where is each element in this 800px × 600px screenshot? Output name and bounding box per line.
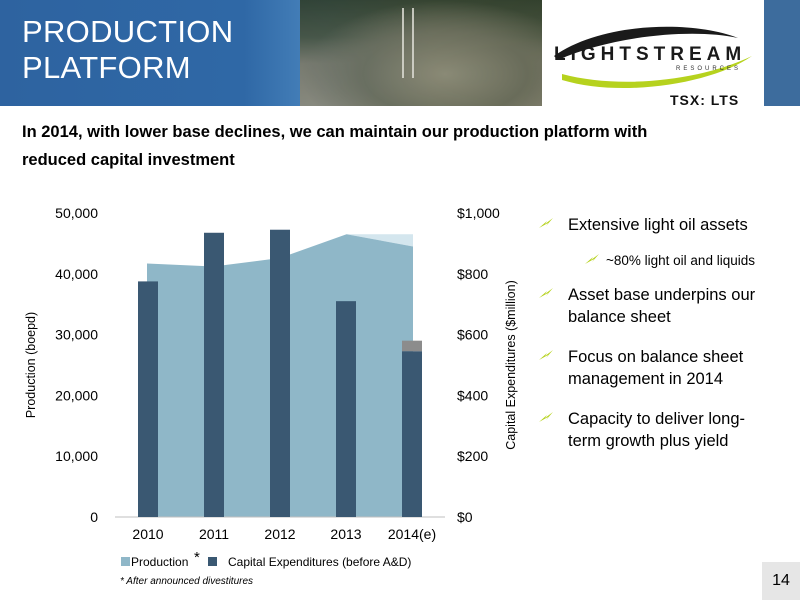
y2-axis-title: Capital Expenditures ($million) bbox=[504, 280, 518, 450]
bullet-text-line: term growth plus yield bbox=[568, 432, 729, 450]
logo-name: LIGHTSTREAM bbox=[554, 44, 747, 65]
capex-bar bbox=[204, 232, 224, 517]
bullet-text: Extensive light oil assets bbox=[568, 214, 788, 236]
y-tick-label: 20,000 bbox=[55, 387, 98, 403]
subtitle-line-2: reduced capital investment bbox=[22, 151, 235, 169]
y2-tick-label: $800 bbox=[457, 266, 488, 282]
lightning-bullet-icon bbox=[539, 288, 553, 298]
bullet-text-line: management in 2014 bbox=[568, 370, 724, 388]
page-title: PRODUCTION PLATFORM bbox=[22, 14, 233, 86]
x-tick-label: 2014(e) bbox=[388, 526, 436, 542]
legend-asterisk: * bbox=[194, 549, 200, 566]
x-tick-label: 2012 bbox=[264, 526, 295, 542]
bullet-item: Focus on balance sheet management in 2014 bbox=[538, 346, 788, 390]
bullet-text: Capacity to deliver long-term growth plu… bbox=[568, 408, 788, 452]
capex-bar bbox=[336, 301, 356, 517]
bullet-item: ~80% light oil and liquids bbox=[584, 250, 788, 272]
y-tick-label: 50,000 bbox=[55, 205, 98, 221]
y2-tick-label: $0 bbox=[457, 509, 473, 525]
capex-bar bbox=[402, 351, 422, 517]
logo-subtitle: RESOURCES bbox=[676, 66, 742, 72]
bullet-text-line: ~80% light oil and liquids bbox=[606, 253, 755, 268]
x-tick-label: 2013 bbox=[330, 526, 361, 542]
bullet-text-line: Capacity to deliver long- bbox=[568, 410, 746, 428]
x-tick-label: 2010 bbox=[132, 526, 163, 542]
lightning-bullet-icon bbox=[539, 350, 553, 360]
production-capex-chart: 50,000 40,000 30,000 20,000 10,000 0 $1,000 $80… bbox=[24, 205, 518, 569]
bullet-text: Asset base underpins our balance sheet bbox=[568, 284, 788, 328]
drilling-rig-image bbox=[402, 8, 414, 78]
x-tick-label: 2011 bbox=[199, 526, 229, 542]
bullet-text: Focus on balance sheet management in 2014 bbox=[568, 346, 788, 390]
bullet-text-line: Extensive light oil assets bbox=[568, 216, 748, 234]
y2-tick-label: $1,000 bbox=[457, 205, 500, 221]
lightning-bullet-icon bbox=[539, 218, 553, 228]
y2-tick-label: $200 bbox=[457, 448, 488, 464]
header: PRODUCTION PLATFORM LIGHTSTREAM RESOURCE… bbox=[0, 0, 800, 108]
capex-bar bbox=[138, 281, 158, 517]
bullet-text-line: Focus on balance sheet bbox=[568, 348, 744, 366]
legend-swatch-capex bbox=[208, 557, 217, 566]
subtitle-line-1: In 2014, with lower base declines, we ca… bbox=[22, 123, 648, 141]
title-banner: PRODUCTION PLATFORM bbox=[0, 0, 542, 106]
lightning-bullet-icon bbox=[585, 254, 599, 264]
y-tick-label: 40,000 bbox=[55, 266, 98, 282]
y-axis-title: Production (boepd) bbox=[24, 312, 38, 418]
bullet-text-line: Asset base underpins our bbox=[568, 286, 756, 304]
oil-rig-photo bbox=[300, 0, 542, 106]
ticker-label: TSX: LTS bbox=[670, 92, 740, 108]
bullet-item: Extensive light oil assets bbox=[538, 214, 788, 236]
legend-label-production: Production bbox=[131, 555, 188, 569]
y2-tick-label: $600 bbox=[457, 327, 488, 343]
y-tick-label: 10,000 bbox=[55, 448, 98, 464]
slide-subtitle: In 2014, with lower base declines, we ca… bbox=[22, 118, 742, 174]
lightning-bullet-icon bbox=[539, 412, 553, 422]
title-line-1: PRODUCTION bbox=[22, 14, 234, 49]
y-tick-label: 0 bbox=[90, 509, 98, 525]
bullet-item: Asset base underpins our balance sheet bbox=[538, 284, 788, 328]
capex-divestiture-bar bbox=[402, 340, 422, 352]
logo-area: LIGHTSTREAM RESOURCES TSX: LTS bbox=[542, 0, 764, 108]
header-accent-strip bbox=[764, 0, 800, 106]
footnote: * After announced divestitures bbox=[120, 576, 254, 587]
capex-bar bbox=[270, 229, 290, 517]
y-tick-label: 30,000 bbox=[55, 327, 98, 343]
page-number: 14 bbox=[772, 572, 790, 589]
legend-swatch-production bbox=[121, 557, 130, 566]
y2-tick-label: $400 bbox=[457, 387, 488, 403]
bullet-text-line: balance sheet bbox=[568, 308, 671, 326]
bullet-item: Capacity to deliver long-term growth plu… bbox=[538, 408, 788, 452]
legend-label-capex: Capital Expenditures (before A&D) bbox=[228, 555, 411, 569]
lightstream-logo-swoosh-icon bbox=[554, 26, 752, 89]
title-line-2: PLATFORM bbox=[22, 50, 191, 85]
bullet-text: ~80% light oil and liquids bbox=[606, 250, 788, 272]
page-number-box: 14 bbox=[762, 562, 800, 600]
